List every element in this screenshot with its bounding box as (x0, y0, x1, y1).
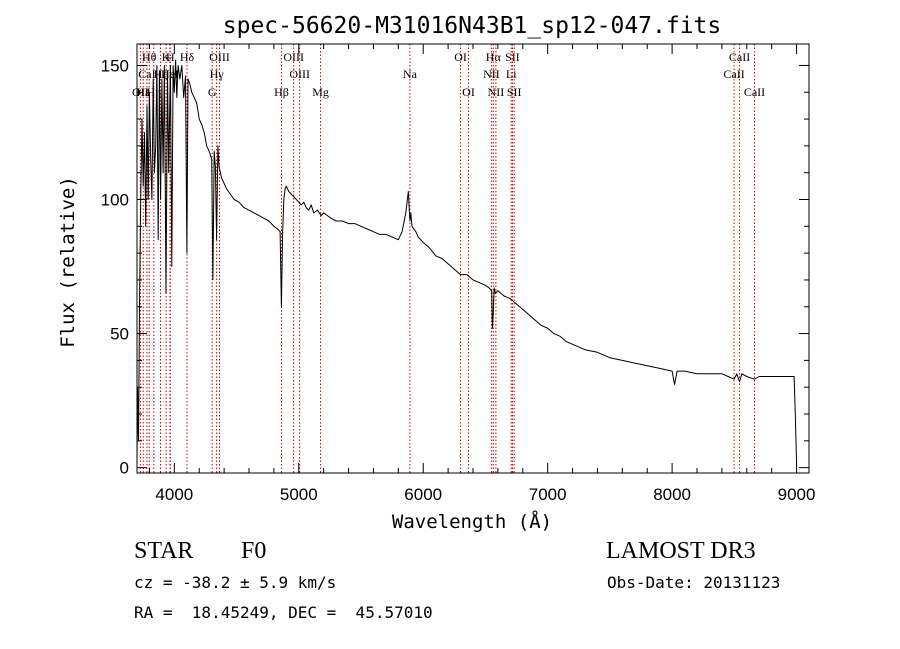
spectral-line-label: CaII (744, 85, 765, 99)
spectral-line-label: OI (462, 85, 475, 99)
spectral-line-label: NII (483, 67, 500, 81)
spectral-line-label: Mg (312, 85, 329, 99)
axis-ticks (137, 44, 809, 473)
spectral-line-label: OIII (283, 50, 304, 64)
spectral-line-label: SII (505, 50, 520, 64)
object-subclass: F0 (241, 538, 267, 564)
flux-series-line (136, 59, 798, 466)
spectral-line-label: Hγ (210, 67, 225, 81)
spectral-line-label: CaII (729, 50, 750, 64)
spectral-line-label: CaI (138, 67, 155, 81)
x-tick-label: 9000 (778, 485, 816, 504)
spectral-line-label: OI (454, 50, 467, 64)
x-tick-label: 4000 (155, 485, 193, 504)
spectral-line-label: H (166, 50, 175, 64)
spectral-line-label: Hδ (180, 50, 195, 64)
x-tick-label: 7000 (529, 485, 567, 504)
spectral-line-label: Li (506, 67, 517, 81)
redshift-text: cz = -38.2 ± 5.9 km/s (134, 573, 337, 592)
y-tick-label: 100 (101, 191, 129, 210)
x-tick-label: 8000 (653, 485, 691, 504)
obs-date: Obs-Date: 20131123 (607, 573, 781, 592)
x-tick-label: 5000 (280, 485, 318, 504)
x-axis-label: Wavelength (Å) (392, 510, 552, 533)
spectral-line-label: CaII (723, 67, 744, 81)
series-group (136, 59, 798, 466)
spectral-line-label: SII (507, 85, 522, 99)
y-tick-label: 50 (110, 325, 129, 344)
spectral-line-label: Na (403, 67, 418, 81)
spectral-line-label: Hβ (274, 85, 289, 99)
spectral-line-label: NII (488, 85, 505, 99)
survey-name: LAMOST DR3 (606, 538, 756, 564)
x-tick-label: 6000 (404, 485, 442, 504)
y-axis-label: Flux (relative) (57, 176, 79, 348)
spectral-line-label: K (162, 50, 171, 64)
spectral-line-label: G (208, 85, 217, 99)
spectral-line-label: Hε (136, 85, 150, 99)
axis-tick-labels: 4000 5000 6000 7000 8000 9000 0 50 100 150 (101, 56, 816, 504)
coordinates-text: RA = 18.45249, DEC = 45.57010 (134, 603, 433, 622)
y-tick-label: 150 (101, 56, 129, 75)
plot-frame (136, 43, 810, 474)
chart-title: spec-56620-M31016N43B1_sp12-047.fits (223, 13, 722, 39)
spectral-line-label: OIII (289, 67, 310, 81)
spectral-line-label: Hα (486, 50, 502, 64)
object-class: STAR (134, 538, 194, 564)
spectral-line-label: Hθ (142, 50, 157, 64)
spectral-line-label: OIII (209, 50, 230, 64)
y-tick-label: 0 (120, 459, 129, 478)
